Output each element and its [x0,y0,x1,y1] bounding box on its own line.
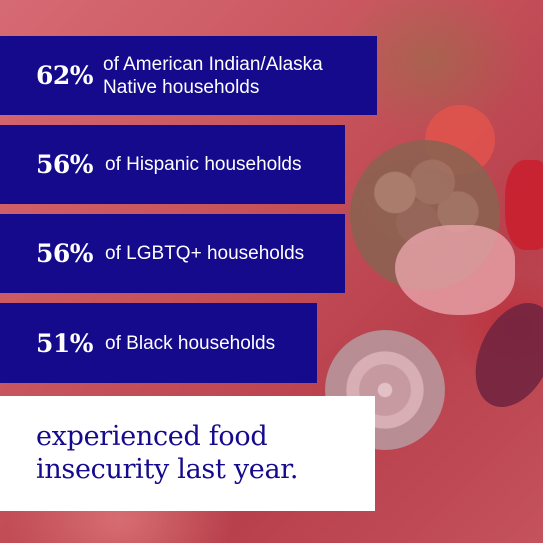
stat-label: of Hispanic households [105,154,302,175]
footer-caption-box: experienced food insecurity last year. [0,396,375,511]
footer-line1: experienced food [36,421,268,452]
background-red-pepper [505,160,543,250]
stat-percent: 56% [36,150,94,179]
footer-caption: experienced food insecurity last year. [36,420,298,486]
stat-bar-black: 51% of Black households [0,303,317,383]
stat-label: of Black households [105,332,276,354]
stat-label-line1: of American Indian/Alaska [103,53,323,75]
background-hand [395,225,515,315]
stat-percent: 51% [36,328,94,358]
stat-bar-hispanic: 56% of Hispanic households [0,125,345,204]
footer-line2: insecurity last year. [36,454,299,485]
stat-label-line2: Native households [103,76,260,98]
stat-label: of LGBTQ+ households [105,243,305,264]
stat-label: of American Indian/Alaska Native househo… [103,53,323,99]
stat-percent: 62% [36,61,94,90]
stat-bar-lgbtq: 56% of LGBTQ+ households [0,214,345,293]
stat-percent: 56% [36,239,94,268]
stat-bar-american-indian-alaska-native: 62% of American Indian/Alaska Native hou… [0,36,377,115]
